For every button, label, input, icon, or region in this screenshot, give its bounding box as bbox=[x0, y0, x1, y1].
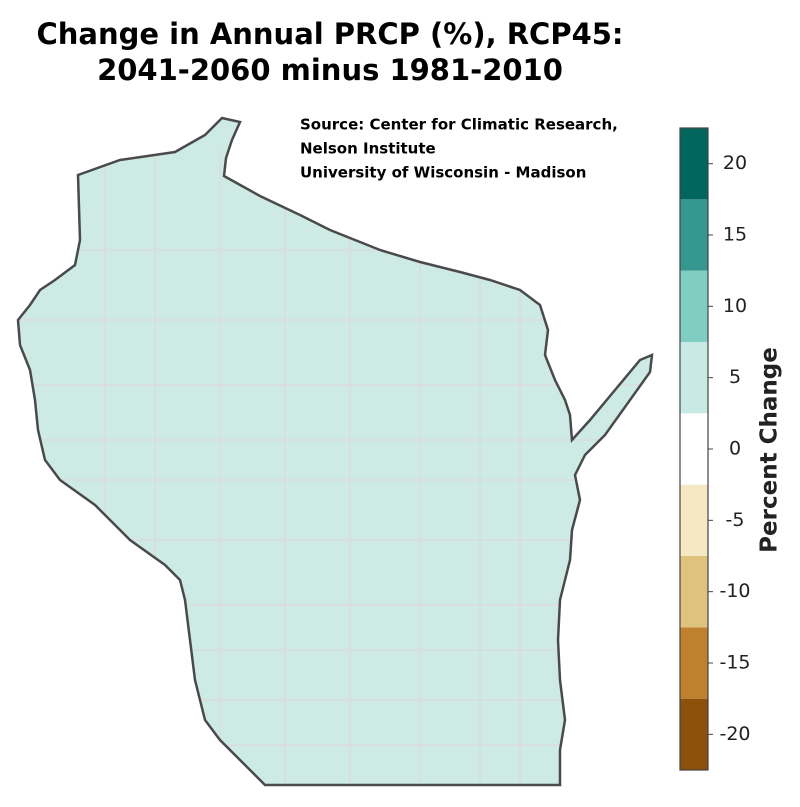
tick-label: 0 bbox=[729, 438, 741, 460]
legend-box bbox=[680, 556, 708, 628]
title: 2041-2060 minus 1981-2010 bbox=[97, 53, 563, 87]
legend-box bbox=[680, 270, 708, 342]
legend-box bbox=[680, 199, 708, 271]
title: Change in Annual PRCP (%), RCP45: bbox=[36, 17, 623, 51]
tick-label: 10 bbox=[723, 295, 747, 317]
tick-label: -15 bbox=[719, 652, 750, 674]
tick-label: -20 bbox=[719, 723, 750, 745]
tick-label: 15 bbox=[723, 224, 747, 246]
tick-label: 20 bbox=[723, 152, 747, 174]
source: Nelson Institute bbox=[300, 140, 436, 158]
tick-label: 5 bbox=[729, 366, 741, 388]
tick-label: -5 bbox=[726, 509, 745, 531]
legend-frame bbox=[679, 127, 709, 771]
legend-box bbox=[680, 128, 708, 200]
tick-label: -10 bbox=[719, 580, 750, 602]
legend-box bbox=[680, 484, 708, 556]
legend-box bbox=[680, 413, 708, 485]
legend-box bbox=[680, 698, 708, 770]
state-fill bbox=[18, 118, 652, 785]
legend-label: Percent Change bbox=[757, 347, 783, 553]
legend-box bbox=[680, 627, 708, 699]
source: University of Wisconsin - Madison bbox=[300, 164, 586, 182]
county-lines bbox=[18, 150, 652, 785]
legend-box bbox=[680, 342, 708, 414]
source: Source: Center for Climatic Research, bbox=[300, 116, 618, 134]
